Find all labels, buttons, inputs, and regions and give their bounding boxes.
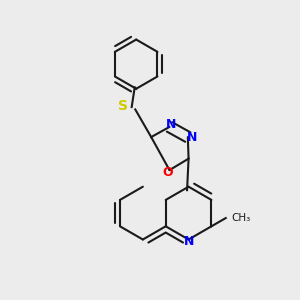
- Text: N: N: [183, 235, 194, 248]
- Text: N: N: [166, 118, 176, 131]
- Text: CH₃: CH₃: [231, 213, 250, 223]
- Text: N: N: [187, 130, 197, 144]
- Text: O: O: [163, 166, 173, 179]
- Text: S: S: [118, 99, 128, 112]
